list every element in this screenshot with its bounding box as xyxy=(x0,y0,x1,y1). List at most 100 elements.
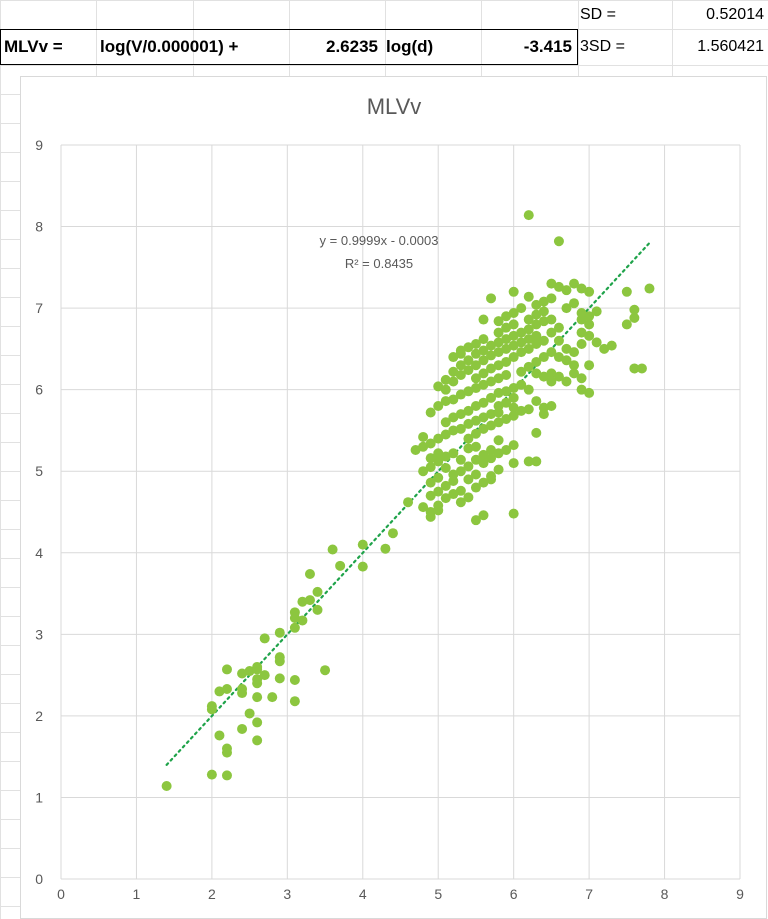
data-point xyxy=(470,360,481,371)
data-point xyxy=(553,281,564,292)
data-point xyxy=(501,334,512,345)
data-point xyxy=(433,433,444,444)
data-point xyxy=(418,441,429,452)
data-point xyxy=(508,410,519,421)
data-point xyxy=(523,210,534,221)
data-point xyxy=(569,360,580,371)
sd-label-cell[interactable]: SD = xyxy=(578,0,672,29)
data-point xyxy=(425,507,436,517)
data-point xyxy=(576,373,587,384)
data-point xyxy=(221,770,232,781)
data-point xyxy=(576,338,587,349)
data-point xyxy=(531,356,542,367)
data-point xyxy=(244,666,255,677)
data-point xyxy=(538,335,549,346)
data-point xyxy=(478,334,489,345)
data-point xyxy=(237,723,248,734)
data-point xyxy=(433,486,444,497)
data-point xyxy=(410,445,421,456)
data-point xyxy=(259,633,270,644)
data-point xyxy=(440,396,451,407)
sd-value-cell[interactable]: 0.52014 xyxy=(672,0,768,29)
data-point xyxy=(274,627,285,638)
data-point xyxy=(478,510,489,521)
data-point xyxy=(289,696,300,707)
mlvv-name-cell[interactable]: MLVv = xyxy=(4,29,98,65)
data-point xyxy=(501,386,512,397)
data-point xyxy=(448,469,459,480)
data-point xyxy=(470,373,481,384)
chart-area[interactable]: MLVv 0 1 2 3 4 5 6 7 8 9 0 1 2 3 4 5 6 7 8 9 y = 0.9999x - … xyxy=(20,76,767,919)
data-point xyxy=(553,371,564,382)
data-point xyxy=(425,477,436,488)
data-point xyxy=(493,316,504,327)
x-tick-label: 0 xyxy=(57,886,65,902)
axis-tick-labels: 0 1 2 3 4 5 6 7 8 9 0 1 2 3 4 5 6 7 8 9 xyxy=(35,137,744,902)
data-point xyxy=(508,440,519,451)
data-point xyxy=(387,528,398,539)
data-point xyxy=(425,438,436,449)
data-point xyxy=(214,730,225,741)
data-point xyxy=(493,448,504,459)
data-point xyxy=(289,607,300,618)
data-point xyxy=(470,454,481,465)
data-point xyxy=(508,392,519,403)
formula-part1-cell[interactable]: log(V/0.000001) + xyxy=(100,29,290,65)
data-point xyxy=(463,418,474,429)
data-point xyxy=(470,348,481,359)
data-point xyxy=(546,314,557,325)
data-point xyxy=(206,769,217,780)
data-point xyxy=(252,661,263,672)
data-point xyxy=(546,327,557,338)
data-point xyxy=(591,337,602,348)
data-point xyxy=(508,330,519,341)
data-point xyxy=(569,368,580,379)
data-point xyxy=(584,319,595,330)
data-point xyxy=(433,472,444,483)
data-point xyxy=(501,445,512,456)
data-point xyxy=(493,360,504,371)
sd3-value-cell[interactable]: 1.560421 xyxy=(672,29,768,65)
data-point xyxy=(320,665,331,676)
data-point xyxy=(433,400,444,411)
data-point xyxy=(538,296,549,307)
data-point xyxy=(206,701,217,712)
coef-cell[interactable]: 2.6235 xyxy=(290,29,382,65)
data-point xyxy=(335,560,346,571)
intercept-cell[interactable]: -3.415 xyxy=(482,29,576,65)
data-point xyxy=(252,692,263,703)
data-point xyxy=(569,347,580,358)
trendline-equation: y = 0.9999x - 0.0003 xyxy=(320,233,439,248)
data-point xyxy=(440,429,451,440)
data-point xyxy=(455,409,466,420)
data-point xyxy=(486,409,497,420)
data-point xyxy=(418,502,429,513)
data-point xyxy=(538,409,549,420)
data-point xyxy=(531,427,542,438)
data-point xyxy=(455,360,466,371)
sd3-label-cell[interactable]: 3SD = xyxy=(579,29,672,65)
data-point xyxy=(508,352,519,363)
data-point xyxy=(508,383,519,394)
data-point xyxy=(486,445,497,456)
data-point xyxy=(561,355,572,366)
formula-part2-cell[interactable]: log(d) xyxy=(386,29,482,65)
y-tick-label: 5 xyxy=(35,463,43,479)
data-point xyxy=(584,360,595,371)
data-point xyxy=(584,311,595,322)
data-point xyxy=(297,596,308,607)
sd-value: 0.52014 xyxy=(706,5,764,23)
data-point xyxy=(538,306,549,317)
data-point xyxy=(493,347,504,358)
y-tick-label: 0 xyxy=(35,871,43,887)
sd-label: SD = xyxy=(580,5,617,23)
data-point xyxy=(486,340,497,351)
data-point xyxy=(433,500,444,511)
data-point xyxy=(486,376,497,387)
data-point xyxy=(501,356,512,367)
data-point xyxy=(493,373,504,384)
data-point xyxy=(478,423,489,434)
data-point xyxy=(531,309,542,320)
data-point xyxy=(576,384,587,395)
data-point xyxy=(478,368,489,379)
